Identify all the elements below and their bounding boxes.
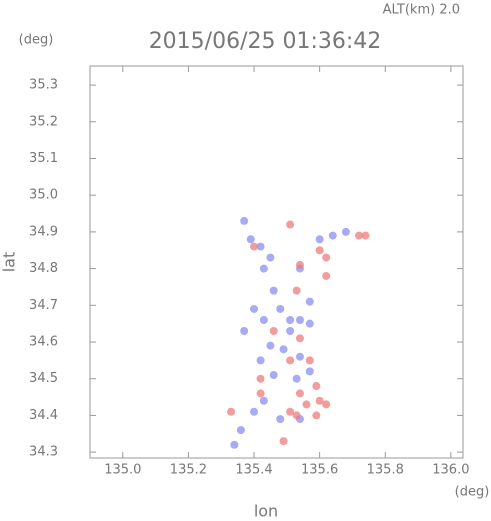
echo-point: [312, 382, 321, 391]
echo-point: [295, 334, 304, 343]
echo-point: [286, 327, 295, 336]
echo-point: [269, 286, 278, 295]
echo-point: [292, 411, 301, 420]
echo-point: [259, 396, 268, 405]
echo-point: [276, 415, 285, 424]
x-unit: (deg): [455, 485, 490, 500]
echo-point: [322, 271, 331, 280]
y-tick-label: 34.6: [29, 335, 58, 350]
echo-point: [269, 371, 278, 380]
y-tick-label: 35.2: [29, 114, 58, 129]
echo-point: [230, 440, 239, 449]
x-tick-label: 135.6: [301, 463, 338, 478]
echo-point: [286, 220, 295, 229]
echo-point: [302, 400, 311, 409]
echo-point: [269, 327, 278, 336]
y-tick-label: 34.4: [29, 408, 58, 423]
y-tick-label: 34.9: [29, 224, 58, 239]
x-tick-label: 136.0: [432, 463, 469, 478]
y-tick-label: 34.5: [29, 371, 58, 386]
echo-point: [292, 286, 301, 295]
echo-point: [305, 367, 314, 376]
echo-point: [286, 315, 295, 324]
x-tick-label: 135.4: [235, 463, 272, 478]
echo-point: [292, 374, 301, 383]
x-axis-label: lon: [254, 502, 278, 521]
echo-point: [295, 260, 304, 269]
y-tick-label: 35.0: [29, 188, 58, 203]
echo-point: [322, 400, 331, 409]
echo-point: [328, 231, 337, 240]
echo-point: [276, 304, 285, 313]
y-tick-label: 35.3: [29, 78, 58, 93]
x-tick-label: 135.0: [104, 463, 141, 478]
y-unit: (deg): [19, 33, 54, 48]
y-tick-label: 34.3: [29, 445, 58, 460]
x-tick-label: 135.8: [367, 463, 404, 478]
echo-point: [305, 297, 314, 306]
echo-point: [227, 407, 236, 416]
echo-point: [279, 345, 288, 354]
echo-point: [256, 242, 265, 251]
y-tick-label: 34.7: [29, 298, 58, 313]
echo-point: [305, 319, 314, 328]
y-axis-label: lat: [0, 252, 19, 273]
chart-title: 2015/06/25 01:36:42: [149, 29, 382, 54]
echo-point: [266, 341, 275, 350]
echo-point: [250, 407, 259, 416]
echo-point: [256, 374, 265, 383]
echo-point: [341, 227, 350, 236]
echo-point: [315, 396, 324, 405]
echo-point: [256, 356, 265, 365]
echo-point: [295, 389, 304, 398]
echo-point: [240, 216, 249, 225]
echo-point: [361, 231, 370, 240]
echo-point: [259, 315, 268, 324]
echo-point: [355, 231, 364, 240]
altitude-label: ALT(km) 2.0: [383, 3, 460, 18]
y-tick-label: 34.8: [29, 261, 58, 276]
echo-point: [279, 437, 288, 446]
echo-point: [315, 246, 324, 255]
echo-point: [250, 242, 259, 251]
echo-point: [315, 235, 324, 244]
echo-point: [250, 304, 259, 313]
echo-point: [236, 426, 245, 435]
echo-point: [305, 356, 314, 365]
y-tick-label: 35.1: [29, 151, 58, 166]
x-tick-label: 135.2: [170, 463, 207, 478]
echo-point: [295, 352, 304, 361]
echo-point: [286, 356, 295, 365]
echo-point: [312, 411, 321, 420]
echo-point: [256, 389, 265, 398]
echo-point: [246, 235, 255, 244]
echo-point: [295, 315, 304, 324]
echo-point: [322, 253, 331, 262]
echo-point: [286, 407, 295, 416]
echo-point: [259, 264, 268, 273]
plot-frame: [89, 65, 464, 459]
echo-point: [240, 327, 249, 336]
echo-point: [266, 253, 275, 262]
